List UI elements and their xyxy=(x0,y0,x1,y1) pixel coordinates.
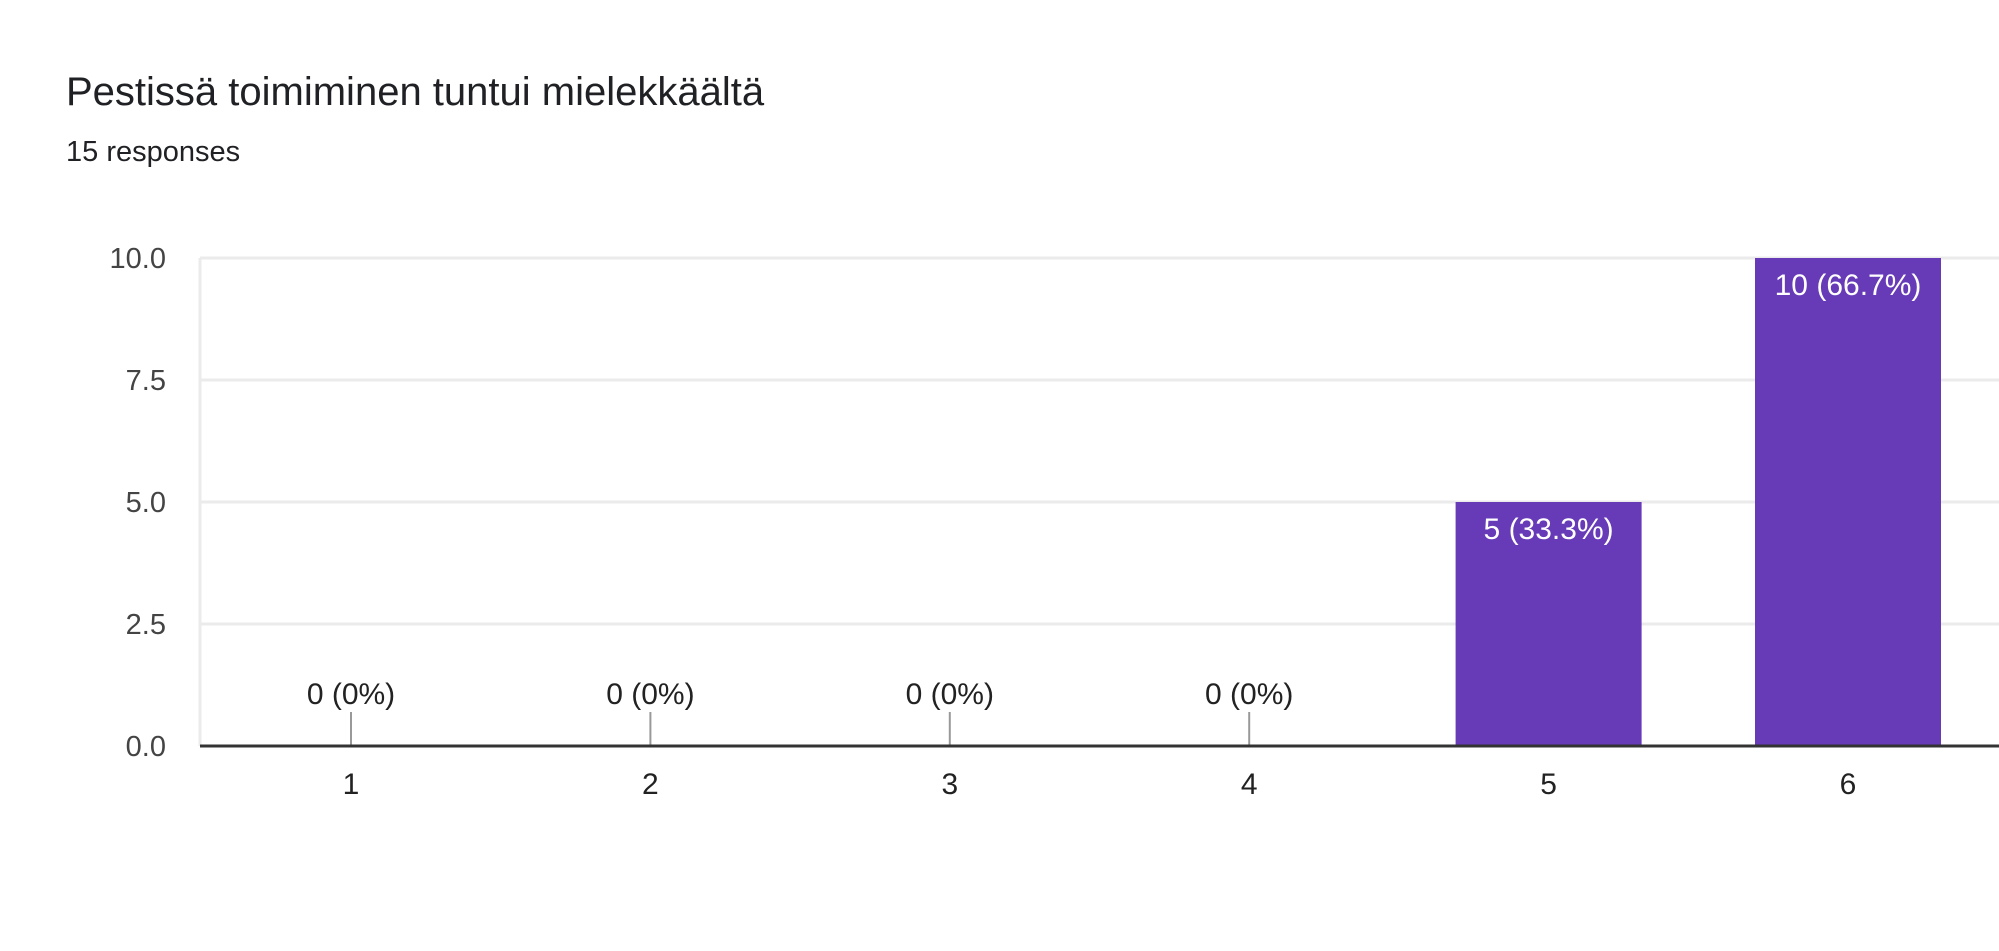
y-tick-label: 2.5 xyxy=(126,609,166,641)
x-category-label: 5 xyxy=(1540,768,1557,801)
x-axis-categories: 1 2 3 4 5 6 xyxy=(343,768,1857,801)
data-label: 5 (33.3%) xyxy=(1484,513,1614,546)
gridlines xyxy=(200,256,1999,626)
y-tick-label: 0.0 xyxy=(126,731,166,763)
x-category-label: 6 xyxy=(1840,768,1857,801)
y-axis-ticks: 0.0 2.5 5.0 7.5 10.0 xyxy=(110,243,166,763)
data-label: 10 (66.7%) xyxy=(1775,269,1922,302)
data-labels: 0 (0%) 0 (0%) 0 (0%) 0 (0%) 5 (33.3%) 10 (66.… xyxy=(307,269,1922,711)
bar xyxy=(1755,258,1941,746)
data-label: 0 (0%) xyxy=(906,678,994,711)
y-tick-label: 5.0 xyxy=(126,487,166,519)
x-category-label: 4 xyxy=(1241,768,1258,801)
bars xyxy=(350,258,1941,746)
y-tick-label: 7.5 xyxy=(126,365,166,397)
y-tick-label: 10.0 xyxy=(110,243,166,275)
data-label: 0 (0%) xyxy=(307,678,395,711)
axes xyxy=(198,258,1999,748)
response-count: 15 responses xyxy=(66,136,241,168)
data-label: 0 (0%) xyxy=(1205,678,1293,711)
x-category-label: 3 xyxy=(941,768,958,801)
x-category-label: 1 xyxy=(343,768,360,801)
bar xyxy=(1455,502,1642,746)
x-category-label: 2 xyxy=(642,768,659,801)
data-label: 0 (0%) xyxy=(606,678,694,711)
chart-title: Pestissä toimiminen tuntui mielekkäältä xyxy=(66,70,765,114)
